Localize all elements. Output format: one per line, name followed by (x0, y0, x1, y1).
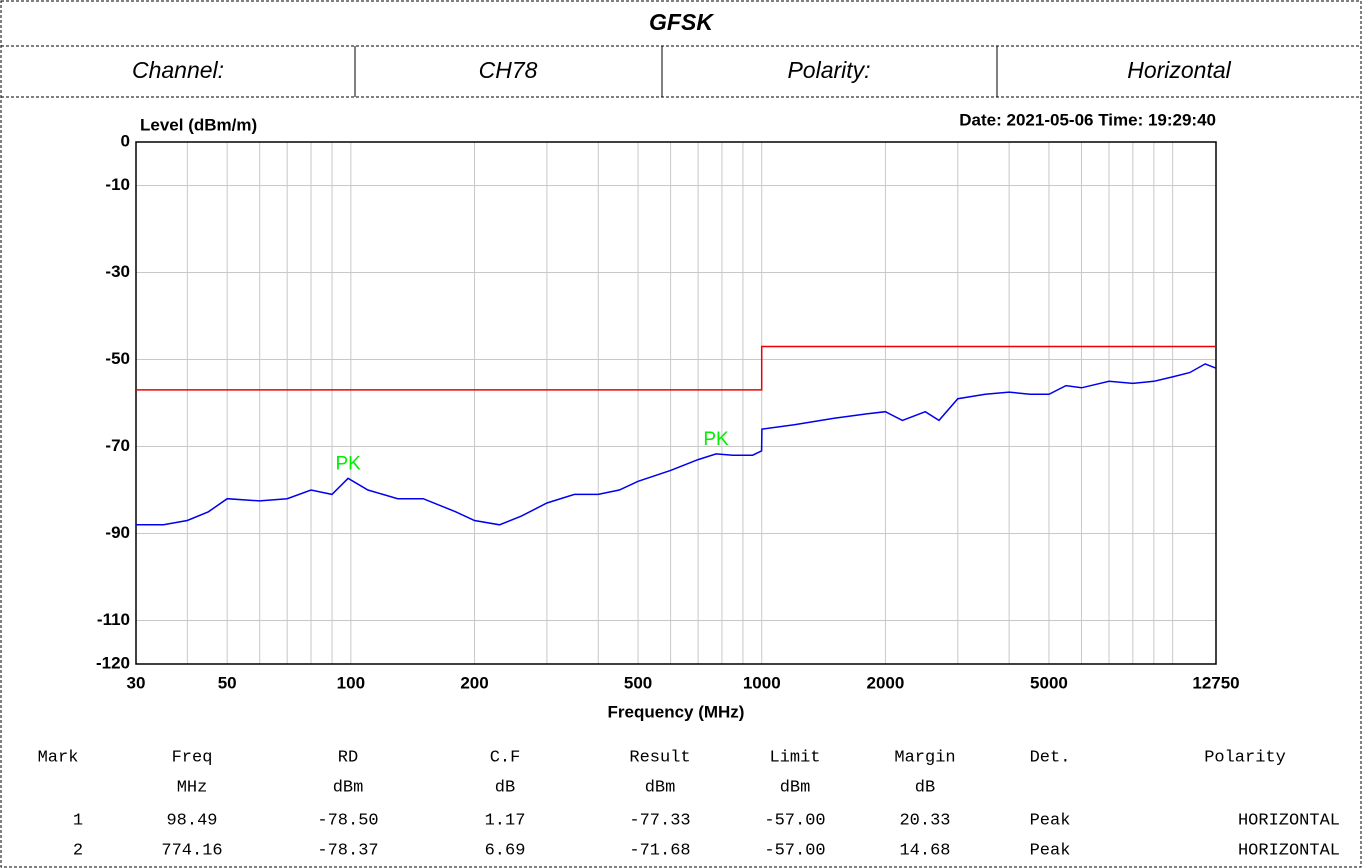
y-tick-label: -90 (105, 523, 130, 542)
table-cell: -57.00 (764, 811, 825, 830)
table-unit: dB (495, 778, 515, 797)
y-tick-label: -10 (105, 175, 130, 194)
header-cell: CH78 (479, 57, 538, 83)
y-tick-label: 0 (121, 131, 130, 150)
y-tick-label: -30 (105, 262, 130, 281)
table-header: Result (629, 748, 690, 767)
y-tick-label: -50 (105, 349, 130, 368)
series-line (136, 345, 1216, 391)
table-header: RD (338, 748, 358, 767)
table-header: C.F (490, 748, 521, 767)
table-cell: 20.33 (899, 811, 950, 830)
timestamp: Date: 2021-05-06 Time: 19:29:40 (959, 110, 1216, 129)
y-tick-label: -70 (105, 436, 130, 455)
plot-border (135, 141, 1217, 665)
x-tick-label: 500 (624, 673, 652, 692)
table-cell: -57.00 (764, 841, 825, 860)
x-tick-label: 12750 (1192, 673, 1239, 692)
table-unit: dBm (333, 778, 364, 797)
header-cell: Horizontal (1127, 57, 1231, 83)
table-cell: 774.16 (161, 841, 222, 860)
table-cell: 2 (73, 841, 83, 860)
table-header: Margin (894, 748, 955, 767)
table-cell: HORIZONTAL (1238, 811, 1340, 830)
table-cell: Peak (1030, 841, 1071, 860)
header-cell: Channel: (132, 57, 224, 83)
x-tick-label: 100 (337, 673, 365, 692)
table-unit: MHz (177, 778, 208, 797)
table-header: Det. (1030, 748, 1071, 767)
table-unit: dBm (645, 778, 676, 797)
table-unit: dB (915, 778, 935, 797)
table-header: Polarity (1204, 748, 1286, 767)
x-tick-label: 5000 (1030, 673, 1068, 692)
series-line (136, 363, 1217, 526)
y-tick-label: -110 (97, 610, 130, 629)
table-cell: 1 (73, 811, 83, 830)
table-cell: -77.33 (629, 811, 690, 830)
peak-marker: PK (703, 429, 729, 450)
x-axis-label: Frequency (MHz) (608, 702, 745, 721)
x-tick-label: 30 (127, 673, 146, 692)
table-header: Limit (769, 748, 820, 767)
table-cell: 1.17 (485, 811, 526, 830)
table-cell: Peak (1030, 811, 1071, 830)
table-cell: 98.49 (166, 811, 217, 830)
plot-area (136, 142, 1216, 664)
table-cell: -78.50 (317, 811, 378, 830)
table-unit: dBm (780, 778, 811, 797)
x-tick-label: 200 (460, 673, 488, 692)
table-cell: -71.68 (629, 841, 690, 860)
table-header: Mark (38, 748, 79, 767)
x-tick-label: 50 (218, 673, 237, 692)
table-cell: -78.37 (317, 841, 378, 860)
peak-marker: PK (335, 453, 361, 474)
y-tick-label: -120 (96, 653, 130, 672)
table-cell: 14.68 (899, 841, 950, 860)
y-axis-label: Level (dBm/m) (140, 115, 257, 134)
table-cell: 6.69 (485, 841, 526, 860)
header-cell: Polarity: (787, 57, 870, 83)
table-header: Freq (172, 748, 213, 767)
x-tick-label: 2000 (867, 673, 905, 692)
table-cell: HORIZONTAL (1238, 841, 1340, 860)
header-title: GFSK (649, 9, 714, 35)
x-tick-label: 1000 (743, 673, 781, 692)
